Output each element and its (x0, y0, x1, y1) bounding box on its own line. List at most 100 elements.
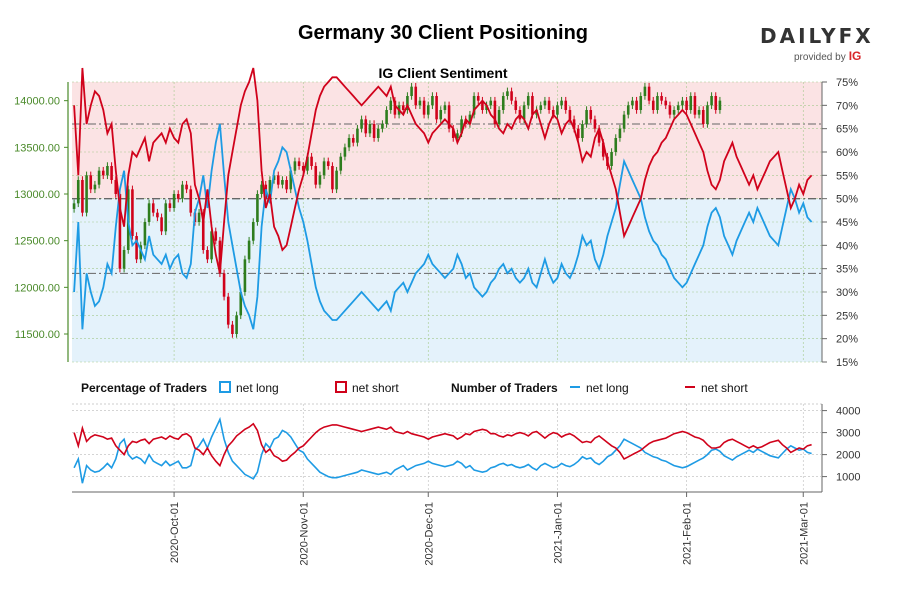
candle-body (443, 105, 447, 110)
candle-body (218, 240, 222, 274)
candle-body (626, 105, 630, 115)
candle-body (197, 212, 201, 222)
candle-body (347, 138, 351, 148)
candle-body (76, 180, 80, 204)
candle-body (301, 166, 305, 171)
candle-body (706, 105, 709, 124)
candle-body (651, 100, 655, 110)
candle-body (585, 110, 588, 124)
candle-body (451, 128, 455, 138)
candle-body (610, 152, 613, 166)
x-tick-label: 2021-Feb-01 (682, 502, 694, 565)
candle-body (360, 119, 363, 129)
candle-body (376, 128, 380, 138)
candle-body (356, 128, 359, 143)
net-short-zone (72, 82, 822, 199)
candle-body (481, 100, 484, 110)
candle-body (89, 175, 93, 190)
net-short-pct-line (73, 67, 813, 274)
net-long-count-line (73, 416, 812, 484)
dailyfx-logo[interactable]: DAILYFX provided by IG (760, 24, 871, 63)
candle-body (285, 180, 288, 190)
x-tick-label: 2021-Jan-01 (552, 502, 564, 564)
candle-body (122, 250, 126, 269)
candle-body (351, 138, 355, 143)
candle-body (389, 100, 393, 110)
candle-body (226, 296, 230, 325)
left-tick-label: 14000.00 (14, 96, 60, 108)
candle-body (497, 110, 501, 124)
candle-body (597, 128, 601, 143)
candle-body (431, 96, 434, 106)
candle-body (243, 259, 247, 292)
candle-body (685, 100, 688, 110)
candle-body (547, 100, 551, 110)
sub-tick-label: 2000 (836, 450, 860, 462)
candle-body (151, 203, 155, 213)
ig-logo-icon: IG (848, 49, 862, 63)
candle-body (268, 180, 272, 199)
candle-body (418, 100, 422, 106)
candle-body (456, 133, 459, 138)
candle-body (693, 96, 697, 115)
candle-body (635, 100, 638, 110)
candle-body (426, 105, 430, 115)
candle-body (251, 222, 255, 241)
candle-body (514, 100, 518, 110)
legend-pct-short-swatch (335, 381, 347, 393)
right-tick-label: 60% (836, 147, 858, 159)
legend-pct-long-swatch (219, 381, 231, 393)
candle-body (106, 166, 109, 176)
candle-body (118, 194, 122, 269)
candle-body (281, 180, 284, 185)
candle-body (460, 119, 463, 134)
sub-tick-label: 4000 (836, 406, 860, 418)
legend-num-short-label: net short (701, 381, 748, 395)
candle-body (522, 105, 526, 120)
candle-body (422, 100, 426, 115)
candle-body (472, 96, 476, 115)
candle-body (231, 324, 234, 334)
candle-body (85, 175, 88, 213)
candle-body (343, 147, 347, 157)
candle-body (131, 189, 134, 236)
candle-body (81, 180, 84, 213)
candle-body (393, 100, 397, 115)
legend-num-title: Number of Traders (451, 381, 558, 395)
candle-body (385, 110, 388, 124)
left-tick-label: 13000.00 (14, 189, 60, 201)
candle-body (322, 161, 326, 176)
candle-body (664, 100, 668, 106)
candle-body (647, 86, 651, 101)
legend-pct-short-label: net short (352, 381, 399, 395)
candle-body (326, 161, 330, 166)
x-axis: 2020-Oct-01 2020-Nov-01 2020-Dec-01 2021-Ja… (169, 492, 810, 566)
candle-body (676, 105, 680, 110)
candle-body (206, 250, 209, 260)
candle-body (476, 96, 480, 101)
x-tick-label: 2021-Mar-01 (798, 502, 810, 565)
candle-body (368, 124, 372, 134)
candle-body (93, 184, 97, 190)
candle-body (293, 161, 297, 171)
candle-body (401, 105, 405, 110)
right-tick-label: 45% (836, 217, 858, 229)
left-tick-label: 11500.00 (15, 329, 60, 341)
main-panel: 15% 20% 25% 30% 35% 40% 45% 50% 55% 60% 65% 70% 75% 1… (14, 67, 858, 369)
candle-body (410, 86, 413, 96)
left-tick-label: 12000.00 (14, 282, 60, 294)
candle-body (614, 138, 618, 152)
candle-body (247, 240, 251, 260)
candle-body (572, 119, 576, 129)
candle-body (372, 124, 376, 138)
candle-body (510, 91, 513, 101)
candle-body (97, 170, 101, 185)
candle-body (485, 105, 488, 110)
candle-body (439, 110, 443, 120)
legend: Percentage of Traders net long net short… (81, 381, 748, 395)
candle-body (539, 105, 543, 110)
candle-body (335, 170, 338, 190)
candle-body (176, 194, 180, 199)
candle-body (489, 100, 493, 106)
candle-body (306, 156, 309, 171)
